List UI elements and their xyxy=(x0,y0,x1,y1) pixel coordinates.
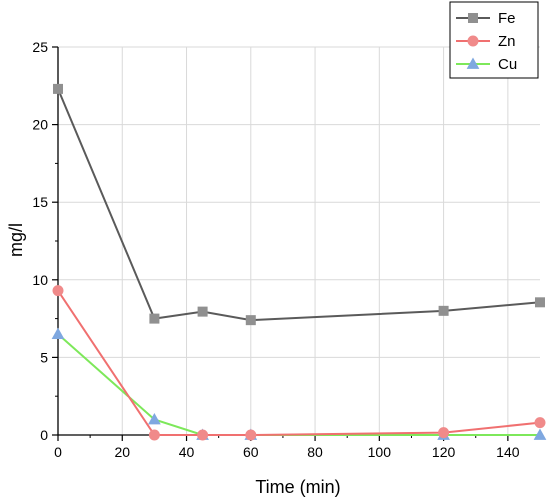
legend-marker xyxy=(466,57,480,69)
data-point-zn xyxy=(245,429,257,441)
series-line-fe xyxy=(57,88,541,322)
series-cu xyxy=(51,327,547,440)
x-tick-label: 80 xyxy=(307,444,323,460)
data-point-fe xyxy=(197,306,208,317)
x-tick-label: 0 xyxy=(54,444,62,460)
series-line-cu xyxy=(57,333,540,436)
data-point-zn xyxy=(534,417,546,429)
series xyxy=(51,83,547,441)
legend-label: Cu xyxy=(498,56,517,73)
series-zn xyxy=(52,285,546,441)
series-fe xyxy=(53,83,545,326)
y-tick-label: 15 xyxy=(32,194,48,210)
x-tick-label: 60 xyxy=(243,444,259,460)
data-point-fe xyxy=(245,315,256,326)
x-tick-label: 140 xyxy=(496,444,520,460)
data-point-cu xyxy=(533,428,547,440)
data-point-zn xyxy=(148,429,160,441)
x-tick-label: 100 xyxy=(368,444,392,460)
data-point-cu xyxy=(148,412,161,425)
data-point-fe xyxy=(53,83,63,94)
y-tick-label: 5 xyxy=(40,349,48,365)
data-point-fe xyxy=(535,297,545,308)
legend-label: Fe xyxy=(498,10,516,27)
y-tick-label: 25 xyxy=(32,39,48,55)
legend-label: Zn xyxy=(498,33,516,50)
y-tick-label: 0 xyxy=(40,427,48,443)
series-line-zn xyxy=(57,290,541,436)
data-point-fe xyxy=(438,305,449,316)
y-tick-label: 20 xyxy=(32,117,48,133)
data-point-zn xyxy=(52,285,64,297)
legend-marker xyxy=(468,13,478,23)
legend-item-cu: Cu xyxy=(456,56,517,73)
y-tick-label: 10 xyxy=(32,272,48,288)
legend-item-zn: Zn xyxy=(456,33,516,50)
x-tick-label: 120 xyxy=(432,444,456,460)
data-point-fe xyxy=(149,313,160,324)
data-point-zn xyxy=(197,429,209,441)
grid xyxy=(58,46,540,435)
legend: Fe Zn Cu xyxy=(449,1,539,79)
data-point-zn xyxy=(438,427,450,439)
axes: 0 20 40 60 80 100 120 140 0 5 10 15 20 25 xyxy=(32,39,540,460)
legend-marker xyxy=(467,35,479,47)
data-point-cu xyxy=(51,327,65,340)
legend-item-fe: Fe xyxy=(456,10,516,27)
y-axis-title: mg/l xyxy=(6,223,26,257)
x-tick-label: 20 xyxy=(114,444,130,460)
x-tick-label: 40 xyxy=(179,444,195,460)
x-axis-title: Time (min) xyxy=(255,477,340,497)
